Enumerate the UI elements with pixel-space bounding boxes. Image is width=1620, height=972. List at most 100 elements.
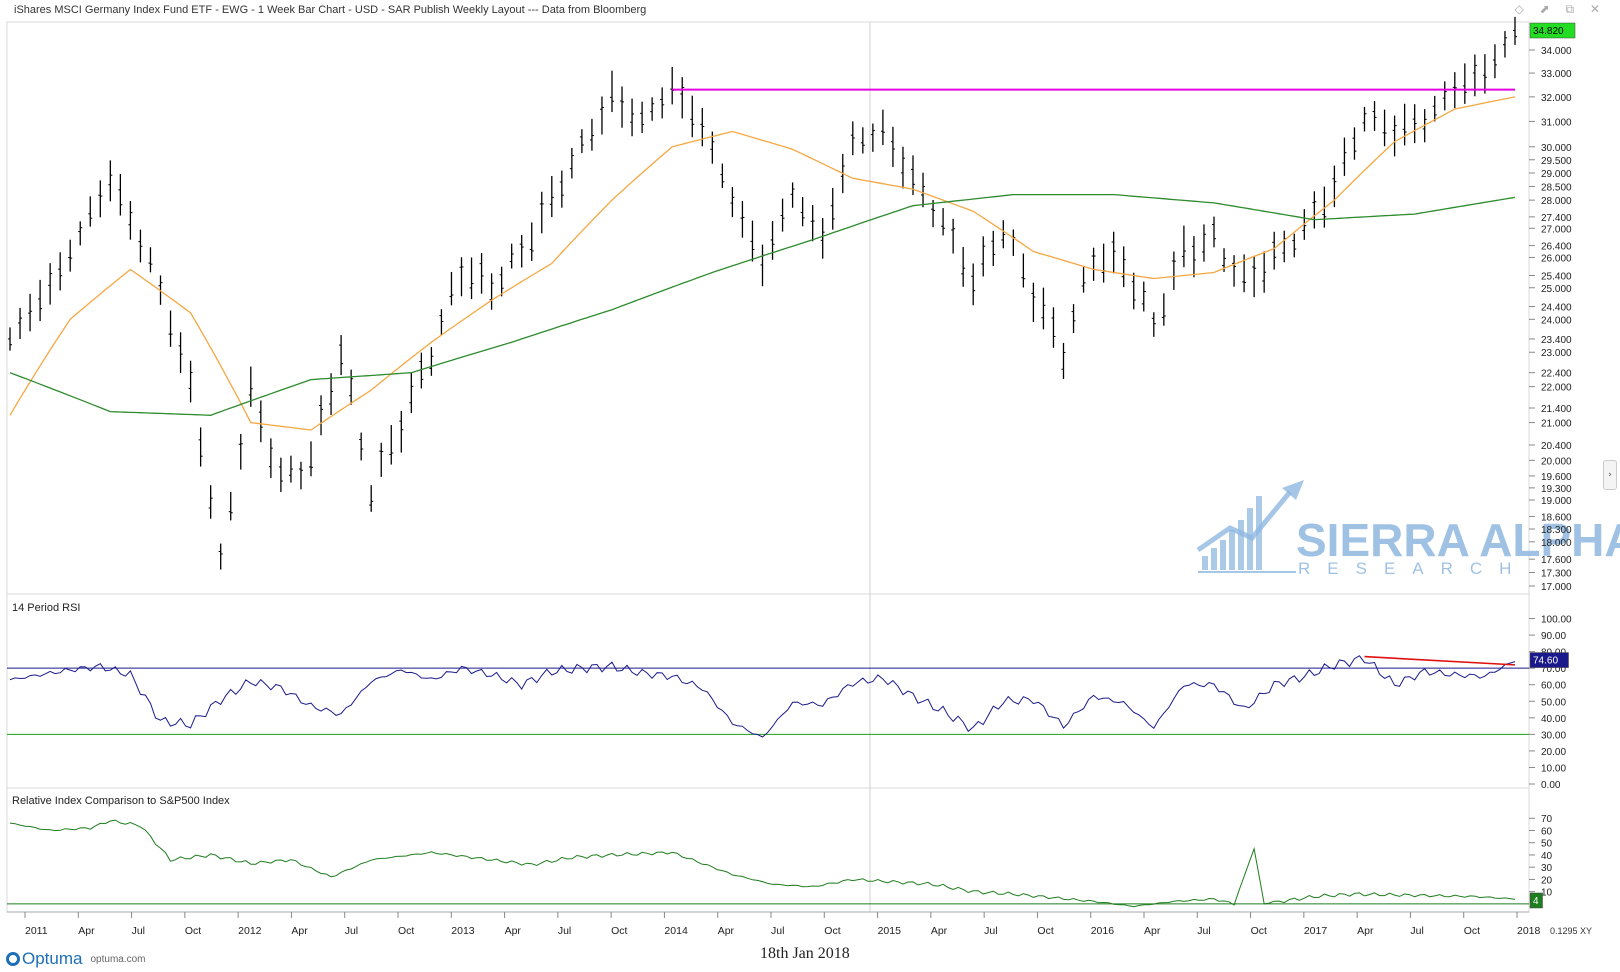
rsi-axis-tick-label: 60.00 <box>1541 681 1566 692</box>
watermark-bar <box>1211 548 1217 570</box>
price-axis-tick-label: 21.000 <box>1541 419 1572 430</box>
last-rsi-badge <box>1529 652 1569 668</box>
x-axis-tick-label: Apr <box>505 925 522 937</box>
x-axis-tick-label: 2018 <box>1517 925 1541 937</box>
price-axis-tick-label: 17.300 <box>1541 568 1572 579</box>
moving-average-short <box>9 96 1516 431</box>
price-axis-tick-label: 28.500 <box>1541 182 1572 193</box>
price-axis-tick-label: 24.400 <box>1541 303 1572 314</box>
rsi-axis-tick-label: 10.00 <box>1541 763 1566 774</box>
price-axis-tick-label: 27.000 <box>1541 224 1572 235</box>
price-axis-tick-label: 29.500 <box>1541 156 1572 167</box>
x-axis-tick-label: Oct <box>1037 925 1053 937</box>
x-axis-tick-label: Oct <box>185 925 201 937</box>
price-axis-tick-label: 32.000 <box>1541 93 1572 104</box>
rsi-axis-tick-label: 100.00 <box>1541 615 1572 626</box>
x-axis-tick-label: Apr <box>718 925 735 937</box>
watermark-trend-arrow <box>1196 490 1292 553</box>
relative-axis-tick-label: 50 <box>1541 839 1553 850</box>
price-axis-tick-label: 26.400 <box>1541 242 1572 253</box>
relative-panel <box>7 819 1529 908</box>
x-axis-tick-label: 2012 <box>238 925 262 937</box>
x-axis-tick-label: Jul <box>984 925 997 937</box>
price-axis-tick-label: 29.000 <box>1541 169 1572 180</box>
price-axis-tick-label: 30.000 <box>1541 143 1572 154</box>
chart-date: 18th Jan 2018 <box>760 945 850 962</box>
relative-axis-tick-label: 10 <box>1541 888 1553 899</box>
x-axis-tick-label: 2013 <box>451 925 475 937</box>
price-axis-tick-label: 22.000 <box>1541 383 1572 394</box>
x-axis-tick-label: Jul <box>558 925 571 937</box>
price-axis-tick-label: 19.000 <box>1541 496 1572 507</box>
price-axis-tick-label: 25.400 <box>1541 271 1572 282</box>
rsi-panel <box>7 655 1529 738</box>
price-axis-tick-label: 25.000 <box>1541 284 1572 295</box>
price-axis-tick-label: 26.000 <box>1541 253 1572 264</box>
rsi-axis-tick-label: 50.00 <box>1541 697 1566 708</box>
brand-url: optuma.com <box>90 953 146 965</box>
price-axis-tick-label: 28.000 <box>1541 196 1572 207</box>
axes: 34.000 33.000 32.000 31.000 30.000 29.500 29.0… <box>7 22 1576 937</box>
x-axis-tick-label: 2011 <box>25 925 48 937</box>
price-axis-tick-label: 31.000 <box>1541 117 1572 128</box>
price-axis-tick-label: 24.000 <box>1541 315 1572 326</box>
x-axis-tick-label: Jul <box>1410 925 1423 937</box>
watermark-bar <box>1229 530 1235 570</box>
rsi-axis-tick-label: 70.00 <box>1541 664 1566 675</box>
rsi-axis-tick-label: 20.00 <box>1541 747 1566 758</box>
price-axis-tick-label: 18.600 <box>1541 512 1572 523</box>
x-axis-tick-label: Apr <box>1144 925 1161 937</box>
relative-line <box>9 819 1516 908</box>
last-price-badge <box>1529 22 1576 39</box>
rsi-axis-tick-label: 40.00 <box>1541 714 1566 725</box>
price-axis-tick-label: 34.000 <box>1541 46 1572 57</box>
price-axis-tick-label: 17.600 <box>1541 555 1572 566</box>
watermark-subtitle: RESEARCH <box>1298 559 1528 578</box>
zoom-xy-tag[interactable]: XY <box>1580 926 1593 936</box>
price-panel <box>8 16 1517 570</box>
last-relative-badge-text: 4 <box>1533 896 1539 907</box>
watermark-title: SIERRA ALPHA <box>1296 514 1620 566</box>
relative-panel-frame <box>6 787 1530 913</box>
price-axis-tick-label: 33.000 <box>1541 69 1572 80</box>
price-axis-tick-label: 20.400 <box>1541 441 1572 452</box>
x-axis-tick-label: Jul <box>1197 925 1210 937</box>
optuma-logo: Optuma optuma.com <box>6 949 146 969</box>
relative-axis-tick-label: 20 <box>1541 875 1553 886</box>
relative-axis-tick-label: 70 <box>1541 814 1553 825</box>
plane-icon <box>1282 480 1304 500</box>
price-panel-frame <box>6 21 1530 595</box>
chevron-right-icon[interactable]: › <box>1603 460 1617 490</box>
x-axis-tick-label: Jul <box>771 925 784 937</box>
moving-average-long <box>9 193 1516 416</box>
price-axis-tick-label: 18.300 <box>1541 525 1572 536</box>
price-axis-tick-label: 19.300 <box>1541 484 1572 495</box>
price-axis-tick-label: 27.400 <box>1541 213 1572 224</box>
last-rsi-badge-text: 74.60 <box>1533 656 1558 667</box>
relative-axis-tick-label: 40 <box>1541 851 1553 862</box>
relative-axis-tick-label: 30 <box>1541 863 1553 874</box>
x-axis-tick-label: 2017 <box>1304 925 1328 937</box>
relative-panel-title: Relative Index Comparison to S&P500 Inde… <box>12 795 230 807</box>
price-axis-tick-label: 17.000 <box>1541 582 1572 593</box>
zoom-readout[interactable]: 0.1295 XY <box>1550 926 1592 936</box>
zoom-value: 0.1295 <box>1550 926 1578 936</box>
brand-name: Optuma <box>22 949 83 968</box>
window-controls[interactable]: ◇ ⬈ ⧉ ✕ <box>1514 2 1606 16</box>
x-axis-tick-label: 2015 <box>878 925 902 937</box>
x-axis-tick-label: Oct <box>824 925 840 937</box>
last-relative-badge <box>1529 892 1543 909</box>
rsi-divergence-line <box>1364 655 1516 666</box>
last-price-badge-text: 34.820 <box>1533 26 1564 37</box>
price-axis-tick-label: 22.400 <box>1541 369 1572 380</box>
relative-axis-tick-label: 60 <box>1541 826 1553 837</box>
watermark-bar <box>1238 520 1244 570</box>
rsi-axis-tick-label: 30.00 <box>1541 730 1566 741</box>
x-axis-tick-label: Jul <box>345 925 358 937</box>
x-axis-tick-label: 2016 <box>1091 925 1115 937</box>
x-axis-tick-label: Oct <box>611 925 627 937</box>
price-axis-tick-label: 21.400 <box>1541 404 1572 415</box>
chart-title: iShares MSCI Germany Index Fund ETF - EW… <box>14 4 647 16</box>
